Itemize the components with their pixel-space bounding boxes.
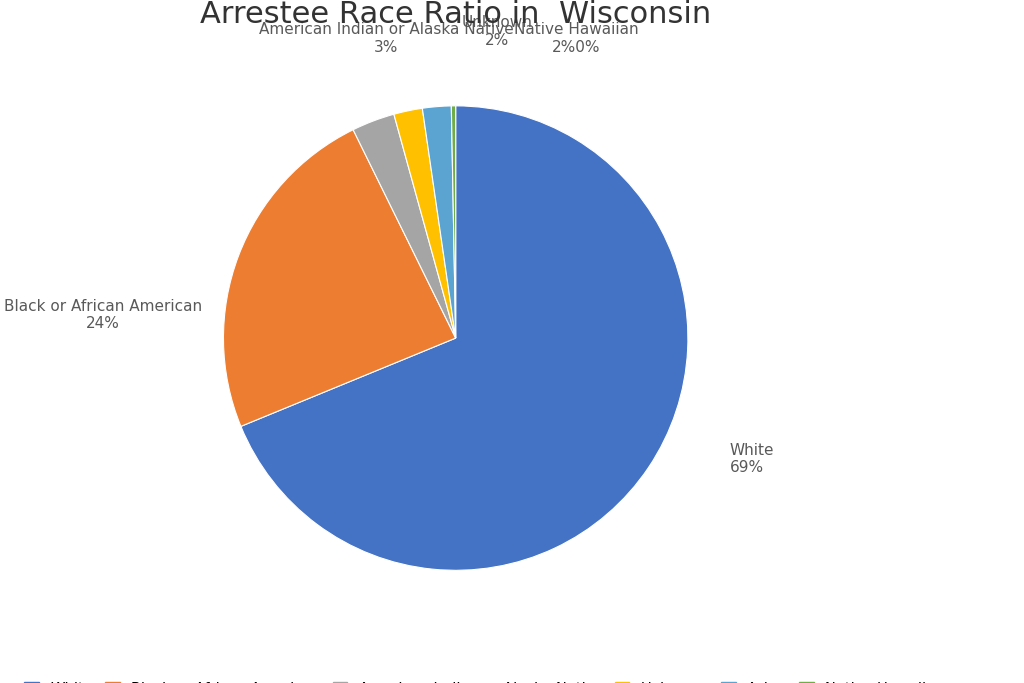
Wedge shape: [223, 130, 456, 426]
Text: American Indian or Alaska Native
3%: American Indian or Alaska Native 3%: [259, 23, 513, 55]
Text: Black or African American
24%: Black or African American 24%: [4, 298, 202, 331]
Wedge shape: [394, 109, 456, 338]
Wedge shape: [452, 106, 456, 338]
Title: Arrestee Race Ratio in  Wisconsin: Arrestee Race Ratio in Wisconsin: [200, 0, 712, 29]
Text: Native Hawaiian
2%0%: Native Hawaiian 2%0%: [514, 23, 639, 55]
Wedge shape: [241, 106, 688, 570]
Text: Unknown
2%: Unknown 2%: [462, 16, 532, 48]
Legend: White, Black or African American, American Indian or Alaska Native, Unknown, Asi: White, Black or African American, Americ…: [18, 675, 951, 683]
Wedge shape: [353, 114, 456, 338]
Wedge shape: [422, 106, 456, 338]
Text: White
69%: White 69%: [730, 443, 774, 475]
